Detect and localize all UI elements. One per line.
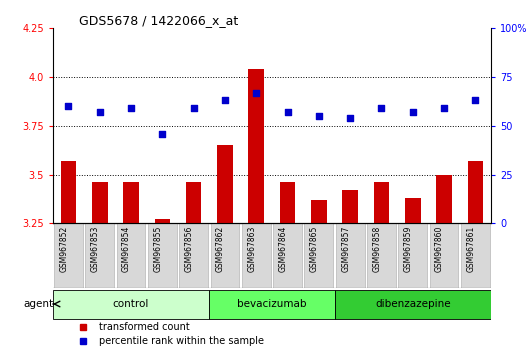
Bar	[342, 190, 358, 223]
FancyBboxPatch shape	[336, 223, 364, 289]
Bar	[405, 198, 421, 223]
FancyBboxPatch shape	[273, 223, 302, 289]
Text: GDS5678 / 1422066_x_at: GDS5678 / 1422066_x_at	[79, 14, 238, 27]
FancyBboxPatch shape	[54, 223, 83, 289]
Point	[190, 105, 198, 111]
FancyBboxPatch shape	[117, 223, 145, 289]
Point	[409, 109, 417, 115]
Text: GSM967863: GSM967863	[247, 226, 256, 272]
FancyBboxPatch shape	[148, 223, 177, 289]
Bar	[374, 182, 389, 223]
FancyBboxPatch shape	[211, 223, 239, 289]
Text: GSM967858: GSM967858	[372, 226, 381, 272]
FancyBboxPatch shape	[305, 223, 333, 289]
Text: GSM967852: GSM967852	[60, 226, 69, 272]
Text: GSM967862: GSM967862	[216, 226, 225, 272]
Point	[440, 105, 448, 111]
Bar	[123, 182, 139, 223]
Text: GSM967856: GSM967856	[185, 226, 194, 272]
Bar	[436, 175, 452, 223]
Bar	[92, 182, 108, 223]
FancyBboxPatch shape	[86, 223, 114, 289]
FancyBboxPatch shape	[399, 223, 427, 289]
Point	[284, 109, 292, 115]
Text: agent: agent	[23, 299, 53, 309]
Point	[315, 113, 323, 119]
Point	[252, 90, 260, 96]
FancyBboxPatch shape	[53, 290, 209, 319]
Bar	[155, 219, 170, 223]
Bar	[61, 161, 76, 223]
Bar	[468, 161, 483, 223]
Text: GSM967857: GSM967857	[341, 226, 350, 272]
FancyBboxPatch shape	[335, 290, 491, 319]
FancyBboxPatch shape	[367, 223, 396, 289]
Text: GSM967854: GSM967854	[122, 226, 131, 272]
Bar	[186, 182, 202, 223]
Point	[64, 103, 73, 109]
FancyBboxPatch shape	[461, 223, 490, 289]
Text: GSM967853: GSM967853	[91, 226, 100, 272]
Text: GSM967865: GSM967865	[310, 226, 319, 272]
Bar	[249, 69, 264, 223]
Point	[221, 98, 229, 103]
Text: GSM967861: GSM967861	[466, 226, 475, 272]
Text: bevacizumab: bevacizumab	[237, 299, 307, 309]
Text: percentile rank within the sample: percentile rank within the sample	[99, 336, 264, 346]
Text: control: control	[113, 299, 149, 309]
Point	[471, 98, 479, 103]
Point	[346, 115, 354, 121]
Point	[158, 131, 167, 137]
Text: GSM967855: GSM967855	[153, 226, 163, 272]
Point	[127, 105, 135, 111]
Text: dibenzazepine: dibenzazepine	[375, 299, 450, 309]
Text: GSM967859: GSM967859	[404, 226, 413, 272]
Text: transformed count: transformed count	[99, 322, 190, 332]
Text: GSM967864: GSM967864	[279, 226, 288, 272]
FancyBboxPatch shape	[180, 223, 208, 289]
Text: GSM967860: GSM967860	[435, 226, 444, 272]
Point	[377, 105, 385, 111]
FancyBboxPatch shape	[209, 290, 335, 319]
FancyBboxPatch shape	[430, 223, 458, 289]
Bar	[217, 145, 233, 223]
Bar	[280, 182, 295, 223]
Point	[96, 109, 104, 115]
FancyBboxPatch shape	[242, 223, 271, 289]
Bar	[311, 200, 327, 223]
